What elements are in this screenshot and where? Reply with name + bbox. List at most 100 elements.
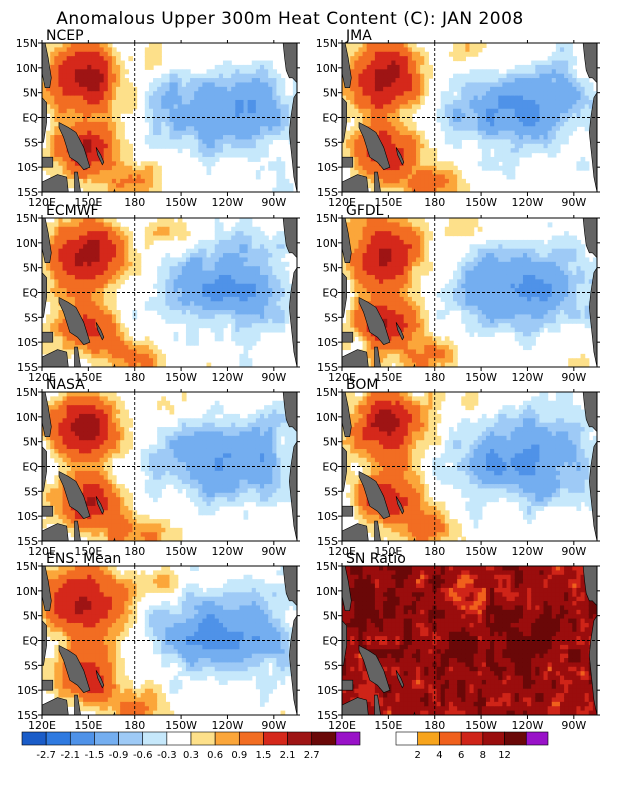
colorbar-swatch xyxy=(190,731,216,746)
colorbar-swatch xyxy=(142,731,168,746)
lon-tick-label: 120W xyxy=(212,545,244,558)
lon-tick-label: 180 xyxy=(424,196,445,209)
lon-tick-label: 120W xyxy=(512,719,544,732)
lon-tick-label: 120E xyxy=(28,371,56,384)
lat-tick-label: 5S xyxy=(24,136,38,149)
map-field xyxy=(42,392,297,541)
colorbar-label: 1.5 xyxy=(255,750,271,761)
lat-tick-label: 5S xyxy=(324,311,338,324)
lat-tick-label: 5S xyxy=(24,659,38,672)
panel-label: ECMWF xyxy=(46,203,99,219)
lat-tick-label: 5N xyxy=(23,262,38,275)
colorbar-label: 0.3 xyxy=(183,750,199,761)
lat-tick-label: 5N xyxy=(23,436,38,449)
lat-tick-label: 15S xyxy=(317,535,338,548)
lon-tick-label: 120E xyxy=(28,196,56,209)
lat-tick-label: 5N xyxy=(323,262,338,275)
lon-tick-label: 90W xyxy=(261,196,286,209)
colorbar-swatch xyxy=(417,731,440,746)
lat-tick-label: 10N xyxy=(316,237,338,250)
lat-tick-label: 15N xyxy=(16,37,38,50)
map-field xyxy=(42,218,297,367)
lat-tick-label: 5N xyxy=(23,87,38,100)
lon-tick-label: 90W xyxy=(561,545,586,558)
colorbar-swatch xyxy=(94,731,119,746)
lon-tick-label: 120E xyxy=(328,719,356,732)
lat-tick-label: 5N xyxy=(323,610,338,623)
lat-tick-label: 15N xyxy=(16,386,38,399)
lat-tick-label: 15N xyxy=(316,386,338,399)
colorbar-swatch xyxy=(118,731,144,746)
lon-tick-label: 120W xyxy=(212,371,244,384)
lat-tick-label: 10N xyxy=(316,585,338,598)
lon-tick-label: 90W xyxy=(261,545,286,558)
land-mask xyxy=(42,392,297,541)
colorbar-label: 12 xyxy=(498,750,511,761)
snratio-colorbar: 2 4 6 8 12 xyxy=(395,731,549,761)
colorbar-label: -2.7 xyxy=(36,750,56,761)
lon-tick-label: 150W xyxy=(165,196,197,209)
colorbar-label: 2.1 xyxy=(280,750,296,761)
colorbar-swatch xyxy=(69,731,95,746)
lat-tick-label: 10S xyxy=(17,684,38,697)
lon-tick-label: 150E xyxy=(374,545,402,558)
colorbar-swatch xyxy=(335,731,361,746)
lon-tick-label: 90W xyxy=(561,719,586,732)
lon-tick-label: 120W xyxy=(212,196,244,209)
colorbar-swatch xyxy=(166,731,192,746)
lon-tick-label: 120E xyxy=(328,371,356,384)
lon-tick-label: 120E xyxy=(328,196,356,209)
lat-tick-label: 5N xyxy=(323,436,338,449)
colorbar-swatch xyxy=(482,731,505,746)
lat-tick-label: 10N xyxy=(16,237,38,250)
lat-tick-label: 15S xyxy=(17,186,38,199)
colorbar-swatch xyxy=(263,731,288,746)
lat-tick-label: 5S xyxy=(24,311,38,324)
lon-tick-label: 90W xyxy=(561,371,586,384)
lon-tick-label: 150E xyxy=(74,371,102,384)
colorbar-swatch xyxy=(238,731,264,746)
lon-tick-label: 120W xyxy=(212,719,244,732)
lon-tick-label: 180 xyxy=(124,196,145,209)
land-mask xyxy=(42,43,297,192)
lat-tick-label: EQ xyxy=(322,112,338,125)
land-mask xyxy=(342,218,597,367)
colorbar-swatch xyxy=(504,731,527,746)
colorbar-label: 2 xyxy=(415,750,421,761)
colorbar-label: -0.9 xyxy=(109,750,129,761)
lat-tick-label: 15S xyxy=(317,361,338,374)
colorbar-swatch xyxy=(460,731,484,746)
lon-tick-label: 180 xyxy=(124,719,145,732)
lat-tick-label: 10N xyxy=(16,585,38,598)
lon-tick-label: 150W xyxy=(465,196,497,209)
map-field xyxy=(342,43,597,192)
lon-tick-label: 180 xyxy=(124,371,145,384)
lon-tick-label: 120E xyxy=(28,545,56,558)
lon-tick-label: 120W xyxy=(512,196,544,209)
lon-tick-label: 120W xyxy=(512,371,544,384)
lon-tick-label: 150E xyxy=(374,196,402,209)
land-mask xyxy=(342,566,597,715)
colorbar-label: -2.1 xyxy=(61,750,81,761)
map-field xyxy=(42,43,297,192)
panel-label: GFDL xyxy=(346,203,384,219)
lon-tick-label: 150E xyxy=(374,719,402,732)
map-field xyxy=(342,392,597,541)
lat-tick-label: 5S xyxy=(324,659,338,672)
lon-tick-label: 180 xyxy=(424,545,445,558)
lat-tick-label: 5S xyxy=(24,485,38,498)
map-field xyxy=(342,218,597,367)
lon-tick-label: 150W xyxy=(465,719,497,732)
colorbar-swatch xyxy=(214,731,240,746)
colorbar-swatch xyxy=(439,731,462,746)
lat-tick-label: 10S xyxy=(17,510,38,523)
lat-tick-label: EQ xyxy=(22,461,38,474)
lon-tick-label: 180 xyxy=(424,371,445,384)
lon-tick-label: 150W xyxy=(165,371,197,384)
